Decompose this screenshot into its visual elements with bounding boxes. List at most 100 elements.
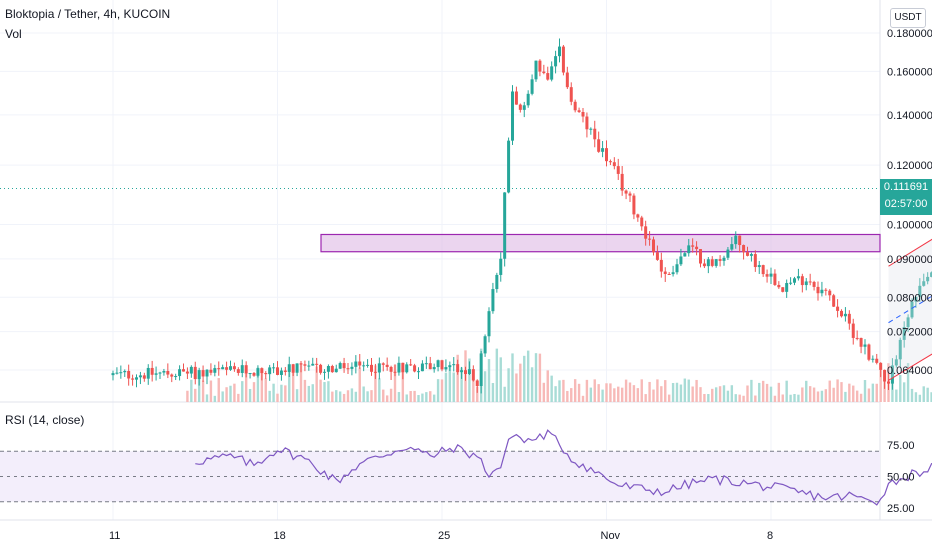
- volume-bar: [667, 394, 671, 402]
- candle-body: [695, 246, 699, 250]
- candle-body: [319, 364, 323, 373]
- volume-bar: [186, 390, 189, 402]
- volume-bar: [213, 395, 217, 402]
- price-axis[interactable]: 0.180000 0.160000 0.140000 0.120000 0.100000…: [887, 28, 932, 377]
- rsi-tick-label: 75.00: [887, 440, 915, 452]
- candle-body: [667, 273, 671, 275]
- volume-bar: [754, 395, 757, 402]
- volume-bar: [789, 394, 792, 402]
- candle-body: [828, 290, 832, 296]
- volume-bar: [197, 378, 201, 402]
- volume-bar: [350, 388, 354, 402]
- candle-body: [918, 285, 922, 297]
- candle-body: [871, 358, 875, 360]
- candle-body: [890, 365, 894, 384]
- volume-bar: [711, 388, 714, 402]
- candle-body: [491, 289, 495, 312]
- candle-body: [385, 364, 389, 367]
- candle-body: [581, 112, 585, 117]
- volume-bar: [773, 395, 777, 402]
- candle-body: [726, 249, 730, 258]
- time-tick-label: 25: [438, 530, 450, 542]
- volume-bar: [495, 348, 499, 402]
- candle-body: [460, 370, 464, 373]
- candle-body: [487, 311, 491, 337]
- candle-body: [851, 323, 855, 338]
- candle-body: [550, 66, 554, 80]
- volume-bar: [707, 394, 710, 402]
- candle-body: [769, 273, 773, 277]
- volume-bar: [382, 389, 385, 402]
- time-axis[interactable]: 111825Nov81522Dec6: [109, 530, 932, 542]
- volume-label[interactable]: Vol: [5, 27, 22, 41]
- volume-bar: [640, 379, 643, 402]
- candle-body: [135, 377, 138, 380]
- volume-bar: [307, 385, 311, 402]
- candle-body: [824, 289, 828, 291]
- candle-body: [115, 372, 119, 374]
- support-zone[interactable]: [320, 233, 881, 253]
- candle-body: [471, 369, 475, 381]
- price-tick-label: 0.064000: [887, 365, 932, 377]
- candle-body: [593, 128, 597, 140]
- candle-body: [691, 245, 695, 247]
- volume-bar: [205, 394, 209, 402]
- candle-body: [875, 358, 879, 363]
- volume-bar: [836, 379, 839, 402]
- candle-body: [283, 370, 287, 372]
- volume-bar: [346, 390, 350, 402]
- currency-button[interactable]: USDT: [890, 8, 926, 28]
- volume-bar: [922, 386, 925, 402]
- volume-bar: [201, 380, 205, 402]
- candle-body: [542, 71, 546, 74]
- candle-body: [648, 238, 652, 240]
- candle-body: [185, 371, 189, 374]
- candle-body: [499, 258, 503, 275]
- volume-bar: [816, 391, 820, 402]
- volume-bar: [769, 386, 773, 402]
- rising-channel[interactable]: [888, 52, 932, 381]
- candle-body: [808, 281, 812, 283]
- candle-body: [710, 259, 714, 266]
- chart-title[interactable]: Bloktopia / Tether, 4h, KUCOIN: [5, 7, 171, 21]
- candle-body: [511, 91, 514, 141]
- candle-body: [268, 367, 272, 375]
- candle-body: [894, 359, 898, 366]
- candle-body: [189, 366, 193, 374]
- volume-bar: [554, 386, 557, 402]
- candle-body: [495, 274, 499, 290]
- volume-bar: [570, 388, 573, 402]
- volume-bar: [746, 385, 749, 402]
- candle-body: [785, 283, 789, 292]
- rsi-band: [0, 451, 880, 502]
- candle-body: [397, 362, 401, 373]
- volume-bar: [476, 386, 479, 402]
- volume-bar: [863, 380, 867, 402]
- candle-body: [867, 344, 871, 360]
- candle-body: [232, 366, 236, 370]
- volume-bar: [362, 386, 365, 402]
- last-price-value: 0.111691: [883, 180, 929, 193]
- candle-body: [236, 369, 240, 373]
- candle-body: [554, 56, 558, 67]
- volume-bar: [597, 384, 600, 402]
- candle-body: [432, 367, 436, 370]
- volume-bar: [914, 392, 918, 402]
- volume-bar: [542, 382, 546, 402]
- time-tick-label: 18: [274, 530, 286, 542]
- volume-bar: [730, 385, 734, 402]
- price-tick-label: 0.072000: [887, 327, 932, 339]
- volume-bar: [617, 386, 620, 402]
- candle-body: [789, 282, 793, 284]
- candle-body: [209, 369, 213, 373]
- volume-bar: [844, 391, 847, 402]
- volume-bar: [573, 379, 577, 402]
- rsi-title[interactable]: RSI (14, close): [5, 413, 85, 427]
- candle-body: [166, 370, 170, 375]
- volume-bar: [311, 384, 314, 402]
- candle-body: [636, 214, 640, 218]
- candle-body: [303, 364, 307, 366]
- volume-bar: [295, 389, 299, 402]
- candle-body: [522, 105, 526, 110]
